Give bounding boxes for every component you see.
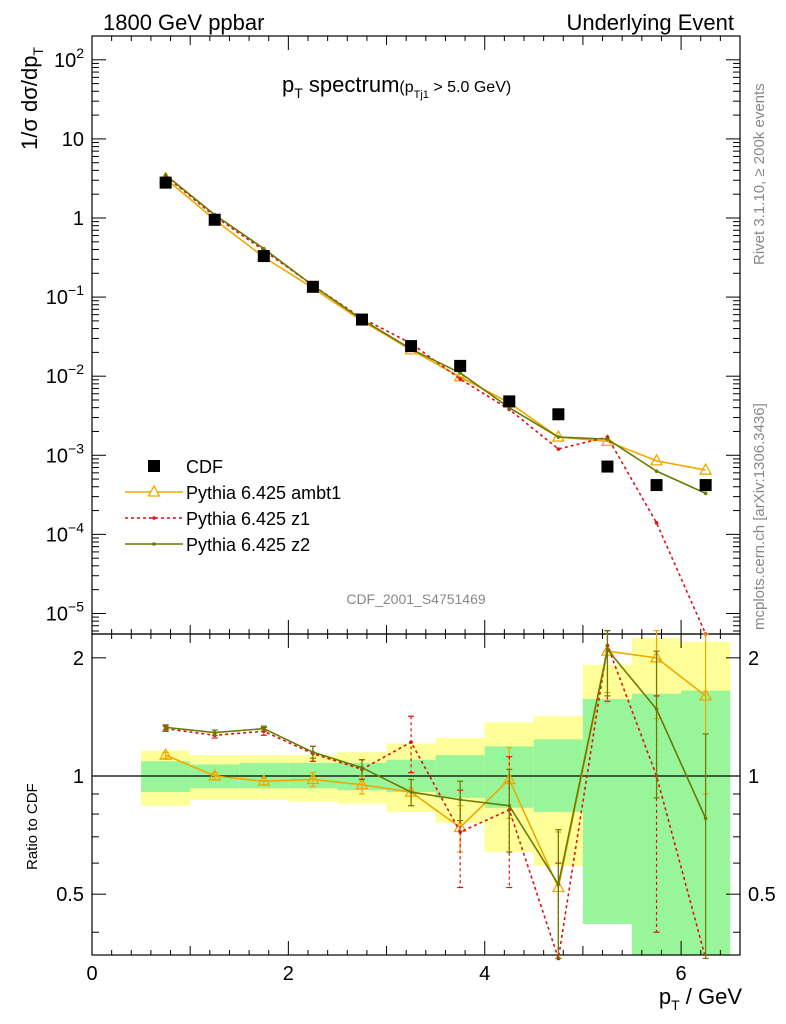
series-point-2 bbox=[605, 437, 610, 441]
series-point-2 bbox=[556, 435, 561, 439]
y-tick-label-top: 10−1 bbox=[46, 282, 84, 309]
ratio-point-2 bbox=[163, 725, 168, 730]
header-right: Underlying Event bbox=[566, 10, 734, 35]
cdf-data-point bbox=[454, 359, 467, 372]
y-tick-label-top: 10−3 bbox=[46, 440, 84, 467]
cdf-data-point bbox=[699, 479, 712, 492]
legend-label-1: Pythia 6.425 z1 bbox=[186, 509, 310, 529]
cdf-data-point bbox=[306, 280, 319, 293]
series-line-0 bbox=[165, 177, 706, 471]
ratio-point-0 bbox=[208, 768, 222, 781]
ratio-point-2 bbox=[311, 750, 315, 754]
series-point-2 bbox=[163, 173, 168, 177]
x-tick-label: 6 bbox=[676, 963, 687, 985]
legend-label-2: Pythia 6.425 z2 bbox=[186, 535, 310, 555]
cdf-data-point bbox=[405, 340, 418, 353]
ratio-point-1 bbox=[409, 740, 413, 744]
ratio-point-0 bbox=[355, 777, 369, 790]
ratio-point-2 bbox=[605, 647, 610, 652]
ratio-point-1 bbox=[458, 830, 462, 834]
x-tick-label: 0 bbox=[86, 963, 97, 985]
ratio-line-0 bbox=[165, 650, 707, 891]
y-axis-label-top: 1/σ dσ/dpT bbox=[17, 47, 46, 150]
series-point-2 bbox=[703, 491, 708, 496]
y-tick-label-top: 10 bbox=[62, 129, 84, 151]
series-point-2 bbox=[262, 246, 266, 251]
cdf-data-point bbox=[257, 250, 270, 263]
cdf-data-point bbox=[601, 460, 614, 473]
y-tick-label-top: 102 bbox=[54, 45, 84, 72]
y-axis-label-ratio: Ratio to CDF bbox=[24, 783, 41, 870]
series-point-2 bbox=[654, 469, 659, 473]
y-tick-label-top: 10−2 bbox=[46, 361, 84, 388]
cdf-data-point bbox=[208, 213, 221, 226]
inner-band-bin bbox=[141, 761, 191, 793]
ratio-point-2 bbox=[507, 803, 512, 808]
ratio-point-2 bbox=[556, 882, 561, 887]
series-point-0 bbox=[649, 453, 664, 466]
y-tick-label-top: 10−4 bbox=[46, 519, 84, 546]
mcplots-reference-text: mcplots.cern.ch [arXiv:1306.3436] bbox=[751, 403, 768, 630]
legend: CDF Pythia 6.425 ambt1 Pythia 6.425 z1 Pyth… bbox=[125, 457, 341, 555]
ratio-panel-frame bbox=[91, 633, 741, 956]
ratio-point-2 bbox=[409, 790, 413, 794]
cdf-data-point bbox=[552, 408, 565, 421]
y-tick-label-ratio: 2 bbox=[73, 648, 84, 670]
cdf-data-point bbox=[650, 479, 663, 492]
legend-marker-cdf bbox=[148, 460, 160, 472]
series-line-1 bbox=[165, 175, 707, 635]
ratio-point-2 bbox=[703, 816, 708, 821]
legend-marker-1 bbox=[152, 516, 156, 520]
y-tick-label-top: 10−5 bbox=[46, 598, 84, 625]
cdf-data-point bbox=[503, 395, 516, 408]
series-point-1 bbox=[654, 521, 659, 525]
legend-label-0: Pythia 6.425 ambt1 bbox=[186, 483, 341, 503]
axis-ticks: 0 2 4 6 102 10 1 10−1 10−2 10−3 10−4 10−5 0.5 0.5 1 1 2 2 bbox=[46, 35, 776, 985]
ratio-point-2 bbox=[212, 730, 217, 735]
analysis-watermark: CDF_2001_S4751469 bbox=[346, 591, 486, 607]
series-point-0 bbox=[453, 369, 467, 382]
legend-marker-0 bbox=[147, 484, 161, 497]
plot-title: pT spectrum(pTj1 > 5.0 GeV) bbox=[282, 72, 511, 101]
series-point-2 bbox=[458, 371, 462, 375]
cdf-data-point bbox=[159, 176, 172, 189]
x-axis-label: pT / GeV bbox=[659, 984, 742, 1013]
ratio-point-0 bbox=[257, 773, 271, 786]
ratio-panel-series bbox=[159, 630, 713, 961]
y-tick-label-top: 1 bbox=[73, 208, 84, 230]
ratio-point-0 bbox=[306, 772, 320, 785]
ratio-point-2 bbox=[360, 765, 364, 770]
ratio-point-0 bbox=[699, 688, 713, 701]
main-panel-series bbox=[159, 171, 713, 636]
ratio-point-0 bbox=[159, 747, 173, 760]
ratio-line-2 bbox=[165, 647, 707, 887]
series-line-2 bbox=[165, 174, 706, 495]
y-tick-label-ratio-right: 0.5 bbox=[748, 884, 776, 906]
series-point-1 bbox=[458, 377, 462, 381]
y-tick-label-ratio: 0.5 bbox=[56, 884, 84, 906]
plot-frames bbox=[91, 35, 741, 956]
x-tick-label: 4 bbox=[479, 963, 490, 985]
legend-marker-2 bbox=[152, 542, 156, 546]
ratio-point-2 bbox=[654, 707, 659, 711]
x-tick-label: 2 bbox=[283, 963, 294, 985]
inner-band-bin bbox=[582, 699, 632, 924]
y-tick-label-ratio-right: 2 bbox=[748, 648, 759, 670]
cdf-data-point bbox=[356, 313, 368, 326]
ratio-point-2 bbox=[458, 797, 462, 802]
y-tick-label-ratio: 1 bbox=[73, 766, 84, 788]
rivet-version-text: Rivet 3.1.10, ≥ 200k events bbox=[751, 83, 768, 265]
series-point-0 bbox=[699, 462, 713, 475]
ratio-point-2 bbox=[262, 726, 266, 731]
series-point-1 bbox=[556, 447, 561, 451]
header-left: 1800 GeV ppbar bbox=[103, 10, 264, 35]
ratio-line-1 bbox=[165, 642, 707, 959]
legend-label-cdf: CDF bbox=[186, 457, 223, 477]
y-tick-label-ratio-right: 1 bbox=[748, 766, 759, 788]
